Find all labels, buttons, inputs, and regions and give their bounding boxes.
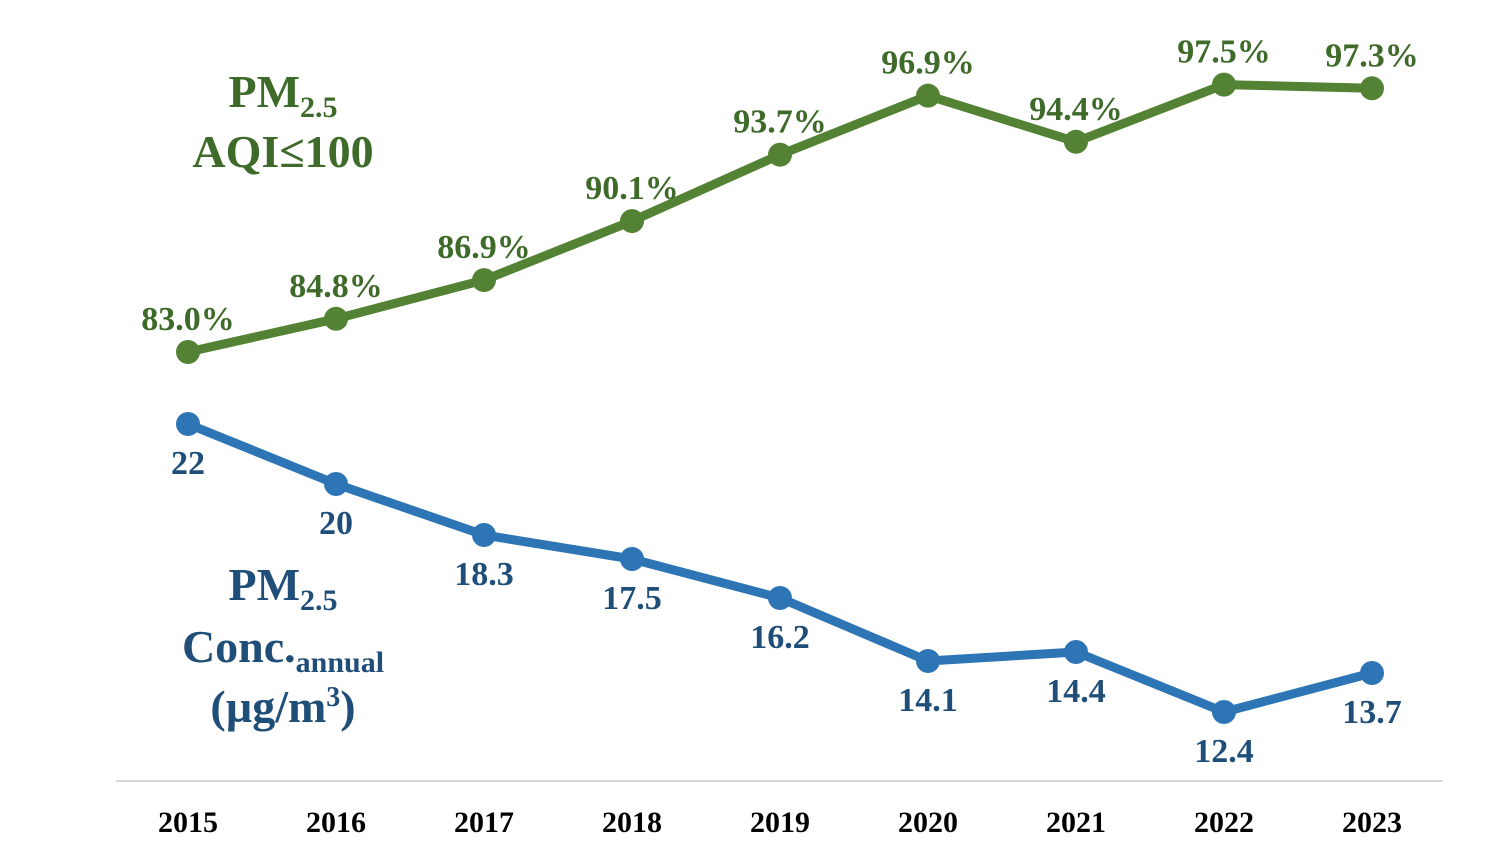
- conc-series: 22 20 18.3 17.5 16.2 14.1 14.4 12.4 13.7: [171, 412, 1402, 770]
- conc-series-data-labels: 22 20 18.3 17.5 16.2 14.1 14.4 12.4 13.7: [171, 445, 1402, 770]
- conc-data-label-2015: 22: [171, 445, 205, 482]
- aqi-point-2017: [472, 268, 496, 293]
- conc-data-label-2021: 14.4: [1046, 673, 1106, 710]
- x-tick-label-2017: 2017: [454, 806, 514, 839]
- conc-point-2020: [916, 649, 940, 673]
- conc-data-label-2016: 20: [319, 505, 353, 542]
- conc-title-conc: Conc.: [182, 621, 296, 672]
- x-tick-label-2023: 2023: [1342, 806, 1402, 839]
- aqi-series-data-labels: 83.0% 84.8% 86.9% 90.1% 93.7% 96.9% 94.4% 97.5%…: [141, 34, 1419, 338]
- conc-data-label-2019: 16.2: [750, 619, 810, 656]
- aqi-title-pm-subscript: 2.5: [300, 91, 338, 124]
- aqi-data-label-2020: 96.9%: [881, 45, 975, 82]
- conc-series-points: [176, 412, 1384, 724]
- conc-point-2018: [620, 547, 644, 571]
- x-tick-label-2015: 2015: [158, 806, 218, 839]
- conc-point-2017: [472, 523, 496, 547]
- conc-series-title-line2: Conc.annual: [182, 621, 384, 679]
- conc-point-2022: [1212, 700, 1236, 724]
- aqi-data-label-2021: 94.4%: [1029, 91, 1123, 128]
- aqi-point-2015: [176, 340, 200, 364]
- conc-data-label-2018: 17.5: [602, 580, 662, 617]
- aqi-series: 83.0% 84.8% 86.9% 90.1% 93.7% 96.9% 94.4% 97.5%…: [141, 34, 1419, 364]
- conc-data-label-2020: 14.1: [898, 682, 958, 719]
- conc-data-label-2022: 12.4: [1194, 733, 1254, 770]
- x-tick-label-2021: 2021: [1046, 806, 1106, 839]
- aqi-series-points: [176, 72, 1384, 364]
- conc-series-title-line1: PM2.5: [228, 559, 337, 617]
- x-tick-label-2022: 2022: [1194, 806, 1254, 839]
- aqi-data-label-2019: 93.7%: [733, 104, 827, 141]
- conc-point-2015: [176, 412, 200, 436]
- conc-title-unit-superscript: 3: [326, 682, 340, 713]
- conc-title-unit-close: ): [340, 681, 355, 732]
- aqi-data-label-2015: 83.0%: [141, 301, 235, 338]
- conc-point-2016: [324, 472, 348, 496]
- conc-title-pm: PM: [228, 559, 300, 610]
- aqi-point-2019: [768, 142, 792, 167]
- conc-point-2021: [1064, 640, 1088, 664]
- aqi-data-label-2017: 86.9%: [437, 229, 531, 266]
- x-axis-tick-labels: 2015 2016 2017 2018 2019 2020 2021 2022 2023: [158, 806, 1402, 839]
- conc-series-title-line3: (µg/m3): [210, 681, 355, 732]
- aqi-data-label-2016: 84.8%: [289, 268, 383, 305]
- aqi-point-2020: [916, 83, 940, 108]
- conc-data-label-2023: 13.7: [1342, 694, 1402, 731]
- x-tick-label-2018: 2018: [602, 806, 662, 839]
- aqi-title-pm: PM: [228, 66, 300, 117]
- aqi-series-title-line2: AQI≤100: [192, 126, 373, 177]
- aqi-point-2016: [324, 306, 348, 331]
- aqi-point-2021: [1064, 129, 1088, 154]
- aqi-data-label-2022: 97.5%: [1177, 34, 1271, 71]
- aqi-series-title-line1: PM2.5: [228, 66, 337, 124]
- conc-point-2019: [768, 586, 792, 610]
- x-tick-label-2016: 2016: [306, 806, 366, 839]
- aqi-point-2023: [1360, 76, 1384, 101]
- x-tick-label-2019: 2019: [750, 806, 810, 839]
- conc-title-annual-subscript: annual: [296, 646, 384, 679]
- conc-title-unit: (µg/m: [210, 681, 326, 732]
- aqi-data-label-2023: 97.3%: [1325, 37, 1419, 74]
- conc-point-2023: [1360, 661, 1384, 685]
- x-tick-label-2020: 2020: [898, 806, 958, 839]
- conc-data-label-2017: 18.3: [454, 556, 514, 593]
- aqi-point-2022: [1212, 72, 1236, 97]
- aqi-point-2018: [620, 209, 644, 234]
- aqi-data-label-2018: 90.1%: [585, 170, 679, 207]
- conc-title-pm-subscript: 2.5: [300, 584, 338, 617]
